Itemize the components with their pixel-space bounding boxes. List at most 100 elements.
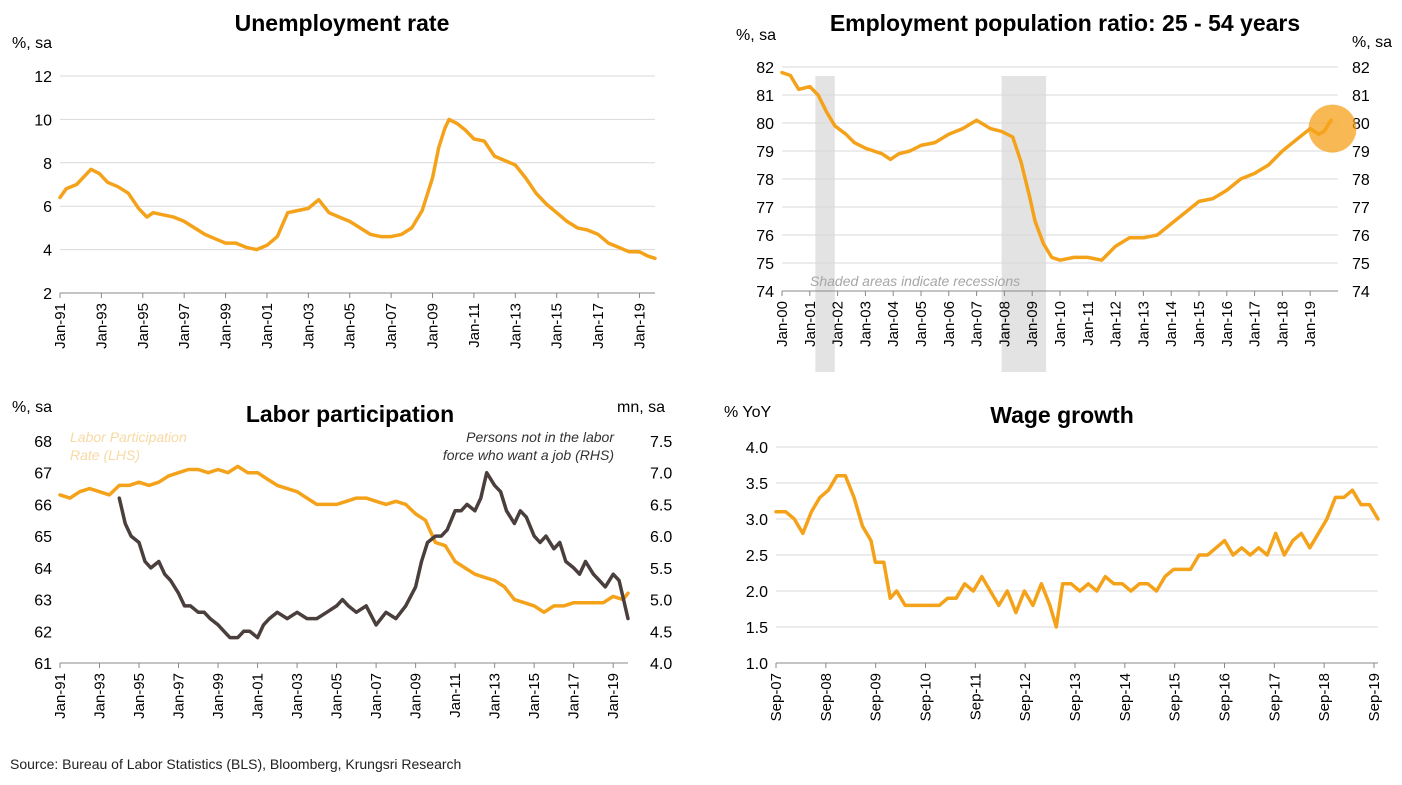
participation-xtick: Jan-97	[171, 673, 188, 719]
epop-ytick-right: 80	[1352, 116, 1370, 133]
unemployment-xtick: Jan-07	[383, 303, 400, 349]
unemployment-ytick: 10	[34, 112, 52, 129]
epop-ytick-right: 79	[1352, 144, 1370, 161]
epop-xtick: Jan-13	[1135, 301, 1152, 347]
unemployment-title: Unemployment rate	[235, 10, 450, 36]
participation-ytick: 63	[34, 593, 52, 610]
participation-xtick: Jan-17	[566, 673, 583, 719]
participation-xtick: Jan-19	[605, 673, 622, 719]
participation-ytick-right: 6.0	[650, 529, 672, 546]
participation-xtick: Jan-01	[250, 673, 267, 719]
epop-recession-band	[815, 76, 835, 372]
participation-ytick-right: 5.5	[650, 561, 672, 578]
participation-xtick: Jan-93	[92, 673, 109, 719]
epop-ytick-right: 77	[1352, 200, 1370, 217]
participation-ytick: 66	[34, 497, 52, 514]
unemployment-ylabel: %, sa	[12, 35, 52, 52]
epop-highlight-circle	[1308, 104, 1357, 153]
participation-ytick: 61	[34, 656, 52, 673]
participation-title: Labor participation	[246, 401, 454, 427]
unemployment-xtick: Jan-15	[549, 303, 566, 349]
epop-title: Employment population ratio: 25 - 54 yea…	[830, 10, 1300, 36]
participation-xtick: Jan-15	[526, 673, 543, 719]
epop-ytick-right: 75	[1352, 256, 1370, 273]
participation-ytick-right: 4.0	[650, 656, 672, 673]
epop-xtick: Jan-04	[885, 301, 902, 347]
participation-xtick: Jan-05	[329, 673, 346, 719]
epop-ytick-right: 81	[1352, 88, 1370, 105]
wages-ytick: 4.0	[746, 440, 768, 457]
source-note: Source: Bureau of Labor Statistics (BLS)…	[10, 756, 462, 772]
participation-xtick: Jan-09	[408, 673, 425, 719]
participation-legend-lhs: Labor Participation	[70, 429, 187, 445]
participation-xtick: Jan-13	[487, 673, 504, 719]
unemployment-xtick: Jan-17	[590, 303, 607, 349]
participation-ytick: 64	[34, 561, 52, 578]
wages-xtick: Sep-14	[1117, 673, 1134, 721]
wages-ytick: 1.5	[746, 620, 768, 637]
participation-legend-rhs: force who want a job (RHS)	[443, 447, 614, 463]
epop-ytick-right: 74	[1352, 284, 1370, 301]
epop-ytick: 75	[756, 256, 774, 273]
epop-ytick: 82	[756, 60, 774, 77]
epop-xtick: Jan-17	[1247, 301, 1264, 347]
participation-series-line-1	[117, 470, 630, 640]
unemployment-xtick: Jan-91	[52, 303, 69, 349]
wages-xtick: Sep-16	[1217, 673, 1234, 721]
epop-series-line-0	[780, 70, 1333, 262]
unemployment-ytick: 12	[34, 69, 52, 86]
epop-xtick: Jan-19	[1302, 301, 1319, 347]
unemployment-xtick: Jan-19	[631, 303, 648, 349]
wages-ytick: 3.5	[746, 476, 768, 493]
epop-ylabel: %, sa	[736, 27, 776, 44]
epop-xtick: Jan-06	[941, 301, 958, 347]
epop-xtick: Jan-18	[1274, 301, 1291, 347]
epop-xtick: Jan-01	[802, 301, 819, 347]
participation-ytick-right: 5.0	[650, 593, 672, 610]
unemployment-ytick: 4	[43, 243, 52, 260]
epop-xtick: Jan-09	[1024, 301, 1041, 347]
participation-ytick-right: 4.5	[650, 624, 672, 641]
wages-xtick: Sep-09	[868, 673, 885, 721]
participation-ytick-right: 7.0	[650, 466, 672, 483]
epop-xtick: Jan-00	[774, 301, 791, 347]
unemployment-xtick: Jan-03	[300, 303, 317, 349]
unemployment-series-line-0	[58, 117, 657, 261]
participation-ytick: 67	[34, 466, 52, 483]
unemployment-xtick: Jan-05	[342, 303, 359, 349]
unemployment-ytick: 8	[43, 156, 52, 173]
participation-legend-lhs: Rate (LHS)	[70, 447, 140, 463]
wages-ytick: 2.0	[746, 584, 768, 601]
epop-recession-band	[1001, 76, 1047, 372]
unemployment-xtick: Jan-09	[425, 303, 442, 349]
epop-ytick-right: 82	[1352, 60, 1370, 77]
participation-series-line-0	[58, 464, 630, 615]
epop-xtick: Jan-07	[969, 301, 986, 347]
epop-ytick: 81	[756, 88, 774, 105]
wages-xtick: Sep-13	[1067, 673, 1084, 721]
wages-ylabel: % YoY	[724, 404, 771, 421]
epop-ytick: 80	[756, 116, 774, 133]
unemployment-xtick: Jan-11	[466, 303, 483, 348]
wages-xtick: Sep-11	[967, 673, 984, 720]
epop-xtick: Jan-12	[1108, 301, 1125, 347]
epop-xtick: Jan-03	[857, 301, 874, 347]
epop-ytick: 77	[756, 200, 774, 217]
participation-ytick: 62	[34, 624, 52, 641]
unemployment-xtick: Jan-01	[259, 303, 276, 349]
wages-ytick: 2.5	[746, 548, 768, 565]
unemployment-xtick: Jan-95	[135, 303, 152, 349]
epop-ylabel-right: %, sa	[1352, 34, 1392, 51]
epop-xtick: Jan-05	[913, 301, 930, 347]
epop-xtick: Jan-16	[1219, 301, 1236, 347]
wages-xtick: Sep-12	[1017, 673, 1034, 721]
epop-ytick: 76	[756, 228, 774, 245]
unemployment-xtick: Jan-93	[93, 303, 110, 349]
wages-xtick: Sep-10	[918, 673, 935, 721]
participation-ylabel-right: mn, sa	[617, 399, 665, 416]
epop-recession-note: Shaded areas indicate recessions	[810, 273, 1020, 289]
participation-xtick: Jan-07	[368, 673, 385, 719]
epop-ytick-right: 76	[1352, 228, 1370, 245]
participation-ytick-right: 7.5	[650, 434, 672, 451]
